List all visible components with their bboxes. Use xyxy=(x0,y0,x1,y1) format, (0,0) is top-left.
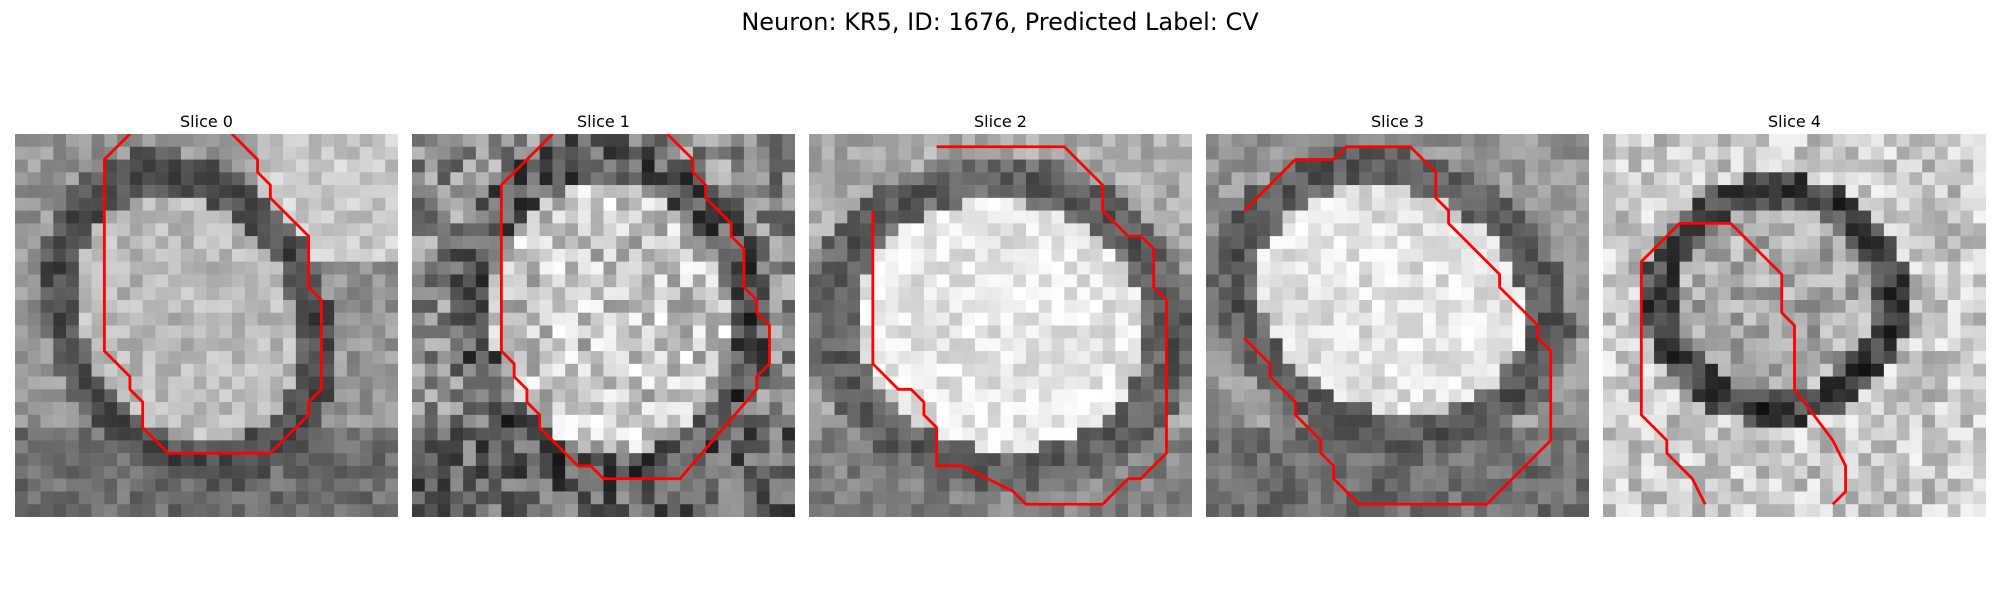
slice-panel-0: Slice 0 xyxy=(15,110,398,517)
slice-panel-1: Slice 1 xyxy=(412,110,795,517)
pixel-grid xyxy=(1206,134,1589,517)
slice-image xyxy=(15,134,398,517)
slice-title: Slice 2 xyxy=(974,112,1027,131)
slice-image xyxy=(809,134,1192,517)
slice-title: Slice 0 xyxy=(180,112,233,131)
cell-contour xyxy=(1639,221,1847,506)
pixel-grid xyxy=(412,134,795,517)
cell-contour xyxy=(102,134,323,455)
pixel-grid xyxy=(1603,134,1986,517)
slice-panel-4: Slice 4 xyxy=(1603,110,1986,517)
cell-contour xyxy=(1243,145,1553,506)
slice-title: Slice 4 xyxy=(1768,112,1821,131)
slice-image xyxy=(412,134,795,517)
cell-contour xyxy=(871,145,1168,506)
slice-panel-3: Slice 3 xyxy=(1206,110,1589,517)
pixel-grid xyxy=(809,134,1192,517)
slice-title: Slice 1 xyxy=(577,112,630,131)
cell-contour xyxy=(499,134,771,481)
slice-image xyxy=(1206,134,1589,517)
slice-title: Slice 3 xyxy=(1371,112,1424,131)
slice-panel-2: Slice 2 xyxy=(809,110,1192,517)
pixel-grid xyxy=(15,134,398,517)
figure-title: Neuron: KR5, ID: 1676, Predicted Label: … xyxy=(741,8,1259,36)
slice-image xyxy=(1603,134,1986,517)
